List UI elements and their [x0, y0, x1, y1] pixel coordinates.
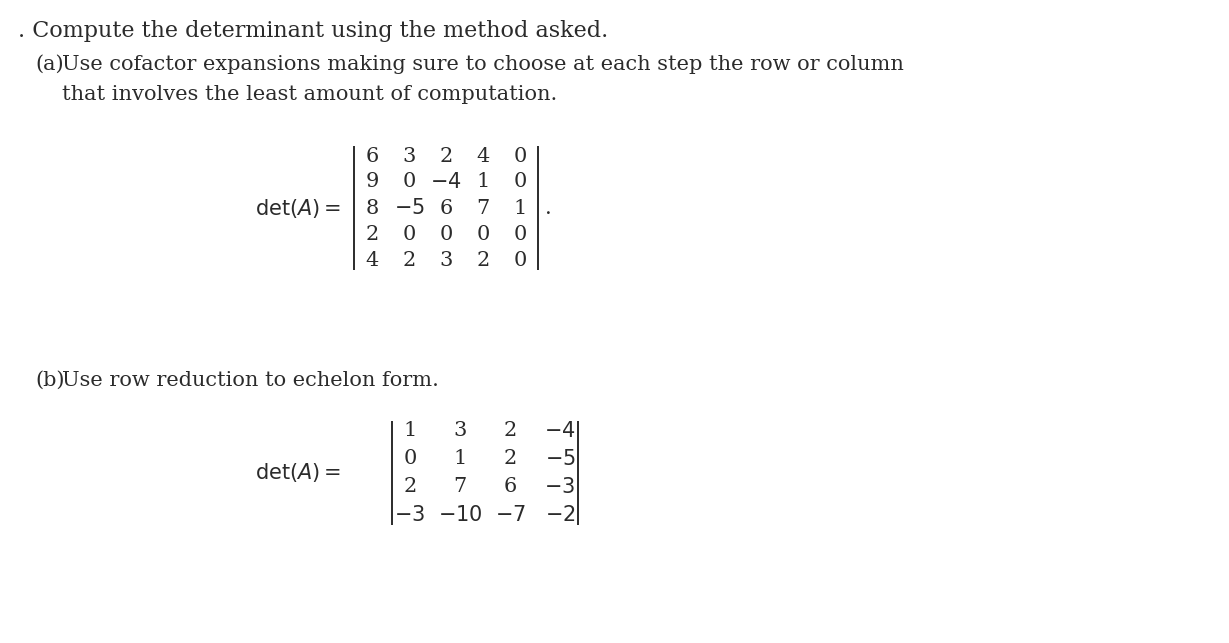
- Text: 1: 1: [403, 422, 417, 440]
- Text: 0: 0: [514, 172, 527, 192]
- Text: 0: 0: [514, 251, 527, 269]
- Text: 0: 0: [514, 224, 527, 244]
- Text: 7: 7: [454, 478, 467, 496]
- Text: .: .: [544, 199, 552, 217]
- Text: 0: 0: [403, 449, 417, 469]
- Text: 7: 7: [477, 199, 489, 217]
- Text: $-7$: $-7$: [494, 505, 526, 525]
- Text: . Compute the determinant using the method asked.: . Compute the determinant using the meth…: [18, 20, 608, 42]
- Text: 0: 0: [439, 224, 452, 244]
- Text: $-3$: $-3$: [395, 505, 425, 525]
- Text: 2: 2: [504, 422, 516, 440]
- Text: $-4$: $-4$: [430, 172, 462, 192]
- Text: 0: 0: [514, 147, 527, 165]
- Text: $-3$: $-3$: [544, 477, 575, 497]
- Text: 9: 9: [365, 172, 379, 192]
- Text: 2: 2: [403, 478, 417, 496]
- Text: $\det(A) =$: $\det(A) =$: [254, 462, 342, 484]
- Text: 1: 1: [514, 199, 527, 217]
- Text: 1: 1: [454, 449, 467, 469]
- Text: $-2$: $-2$: [544, 505, 575, 525]
- Text: 0: 0: [402, 224, 415, 244]
- Text: 0: 0: [402, 172, 415, 192]
- Text: $-10$: $-10$: [438, 505, 482, 525]
- Text: 2: 2: [504, 449, 516, 469]
- Text: 2: 2: [365, 224, 379, 244]
- Text: $\det(A) =$: $\det(A) =$: [254, 197, 342, 219]
- Text: 3: 3: [454, 422, 467, 440]
- Text: 3: 3: [402, 147, 415, 165]
- Text: 4: 4: [477, 147, 489, 165]
- Text: 2: 2: [440, 147, 452, 165]
- Text: 2: 2: [477, 251, 489, 269]
- Text: 2: 2: [402, 251, 415, 269]
- Text: Use cofactor expansions making sure to choose at each step the row or column: Use cofactor expansions making sure to c…: [61, 55, 903, 74]
- Text: 0: 0: [477, 224, 489, 244]
- Text: $-4$: $-4$: [544, 421, 576, 441]
- Text: 6: 6: [365, 147, 379, 165]
- Text: 4: 4: [365, 251, 379, 269]
- Text: 8: 8: [365, 199, 379, 217]
- Text: (a): (a): [34, 55, 64, 74]
- Text: 3: 3: [439, 251, 452, 269]
- Text: (b): (b): [34, 371, 64, 390]
- Text: that involves the least amount of computation.: that involves the least amount of comput…: [61, 85, 557, 104]
- Text: 6: 6: [504, 478, 516, 496]
- Text: Use row reduction to echelon form.: Use row reduction to echelon form.: [61, 371, 439, 390]
- Text: $-5$: $-5$: [393, 198, 424, 218]
- Text: $-5$: $-5$: [544, 449, 575, 469]
- Text: 1: 1: [477, 172, 489, 192]
- Text: 6: 6: [440, 199, 452, 217]
